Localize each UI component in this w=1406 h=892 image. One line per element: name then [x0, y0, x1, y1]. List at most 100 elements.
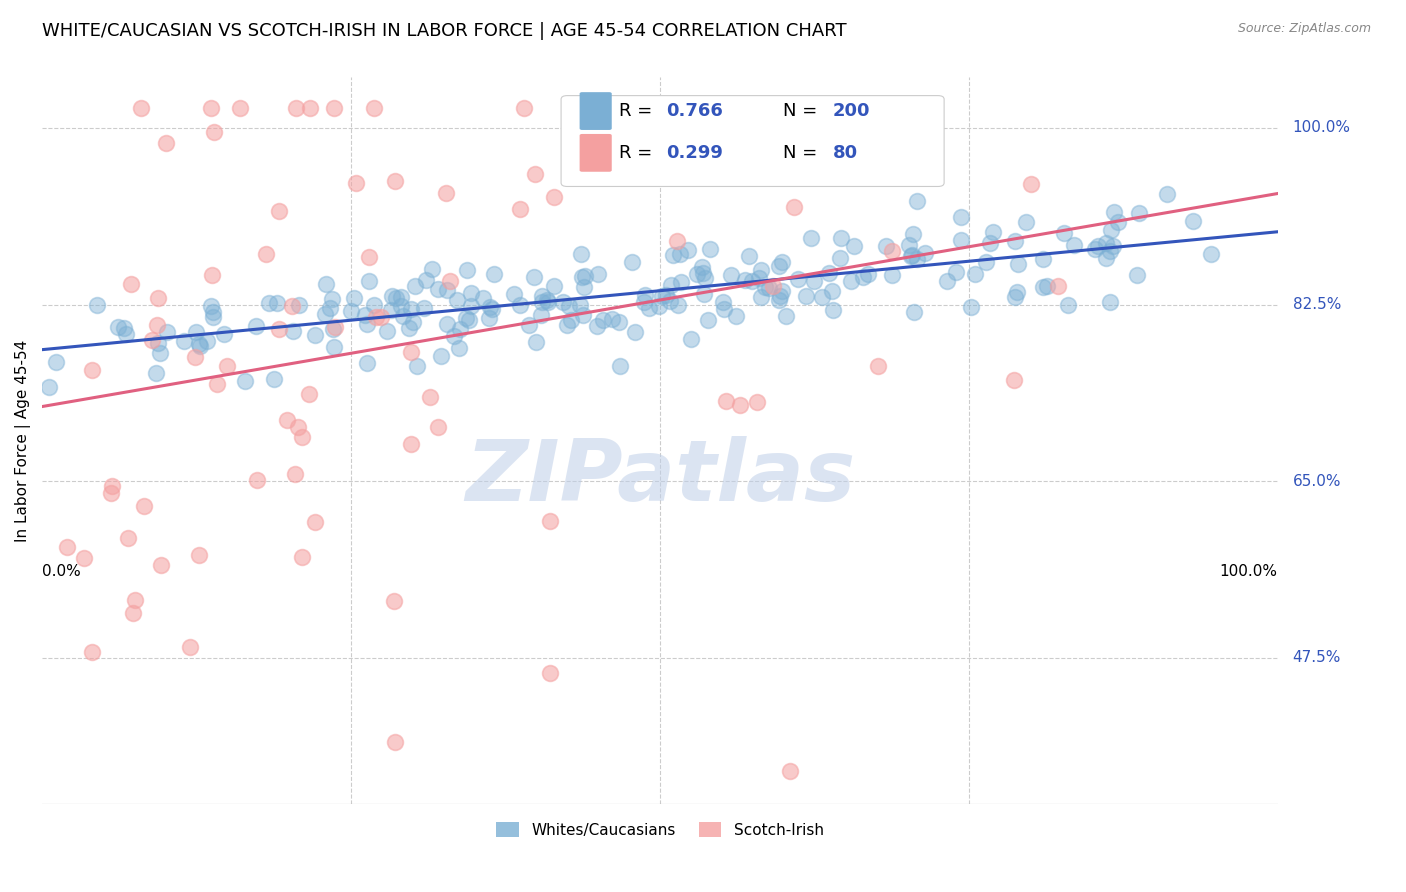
Text: 0.299: 0.299 — [666, 144, 723, 161]
Point — [325, 320, 347, 334]
Point — [647, 299, 669, 313]
Point — [439, 274, 461, 288]
Point — [460, 299, 482, 313]
Point — [1107, 215, 1129, 229]
Point — [399, 344, 422, 359]
Point — [679, 332, 702, 346]
Point — [380, 302, 402, 317]
Point — [536, 293, 558, 307]
Point — [436, 283, 458, 297]
Point — [323, 101, 346, 115]
Point — [447, 341, 470, 355]
Point — [754, 280, 776, 294]
Point — [290, 430, 312, 444]
Point — [188, 549, 211, 563]
Point — [558, 299, 581, 313]
Point — [634, 288, 657, 302]
Point — [609, 359, 631, 373]
Point — [398, 320, 420, 334]
Point — [821, 302, 844, 317]
Point — [609, 316, 631, 330]
Point — [724, 309, 747, 323]
Point — [503, 287, 526, 301]
Point — [780, 101, 803, 115]
Point — [319, 301, 342, 315]
Text: R =: R = — [619, 144, 658, 161]
Point — [585, 318, 607, 333]
Point — [624, 325, 647, 339]
Point — [800, 231, 823, 245]
Point — [117, 531, 139, 545]
Point — [538, 514, 561, 528]
Point — [413, 301, 436, 316]
Point — [436, 317, 458, 331]
Point — [1015, 215, 1038, 229]
Point — [284, 467, 307, 482]
Point — [901, 248, 924, 262]
Point — [120, 277, 142, 292]
Point — [304, 515, 326, 529]
Point — [304, 327, 326, 342]
Point — [385, 291, 408, 305]
Point — [775, 309, 797, 323]
Point — [80, 362, 103, 376]
Point — [572, 308, 595, 322]
Point — [1053, 226, 1076, 240]
Point — [979, 235, 1001, 250]
Point — [588, 268, 610, 282]
Point — [201, 305, 224, 319]
Point — [285, 101, 308, 115]
Point — [945, 265, 967, 279]
Legend: Whites/Caucasians, Scotch-Irish: Whites/Caucasians, Scotch-Irish — [491, 815, 830, 844]
Point — [344, 176, 367, 190]
Point — [1126, 268, 1149, 282]
Point — [267, 322, 290, 336]
Point — [179, 640, 201, 654]
Point — [401, 302, 423, 317]
Point — [145, 318, 167, 332]
Point — [363, 101, 385, 115]
Point — [976, 255, 998, 269]
Point — [340, 303, 363, 318]
Point — [965, 268, 987, 282]
Point — [354, 308, 377, 322]
Point — [523, 269, 546, 284]
Point — [1056, 298, 1078, 312]
Point — [842, 238, 865, 252]
Point — [195, 334, 218, 348]
Point — [770, 284, 793, 298]
Point — [141, 333, 163, 347]
Point — [115, 326, 138, 341]
Point — [146, 335, 169, 350]
Point — [86, 298, 108, 312]
Point — [711, 294, 734, 309]
Point — [543, 190, 565, 204]
Point — [571, 269, 593, 284]
Text: N =: N = — [783, 144, 824, 161]
Point — [314, 307, 336, 321]
Point — [45, 355, 67, 369]
Point — [205, 377, 228, 392]
Point — [107, 320, 129, 334]
Point — [405, 359, 427, 374]
Point — [188, 339, 211, 353]
Point — [949, 210, 972, 224]
Point — [456, 262, 478, 277]
Point — [254, 247, 277, 261]
Point — [215, 359, 238, 373]
Point — [669, 276, 692, 290]
Point — [662, 248, 685, 262]
Point — [291, 550, 314, 565]
Point — [779, 764, 801, 779]
Point — [600, 312, 623, 326]
Point — [404, 279, 426, 293]
Point — [571, 247, 593, 261]
Point — [914, 245, 936, 260]
Point — [794, 289, 817, 303]
Point — [692, 266, 714, 280]
Point — [298, 101, 321, 115]
Point — [517, 318, 540, 333]
Point — [402, 315, 425, 329]
Point — [281, 299, 304, 313]
Point — [531, 289, 554, 303]
